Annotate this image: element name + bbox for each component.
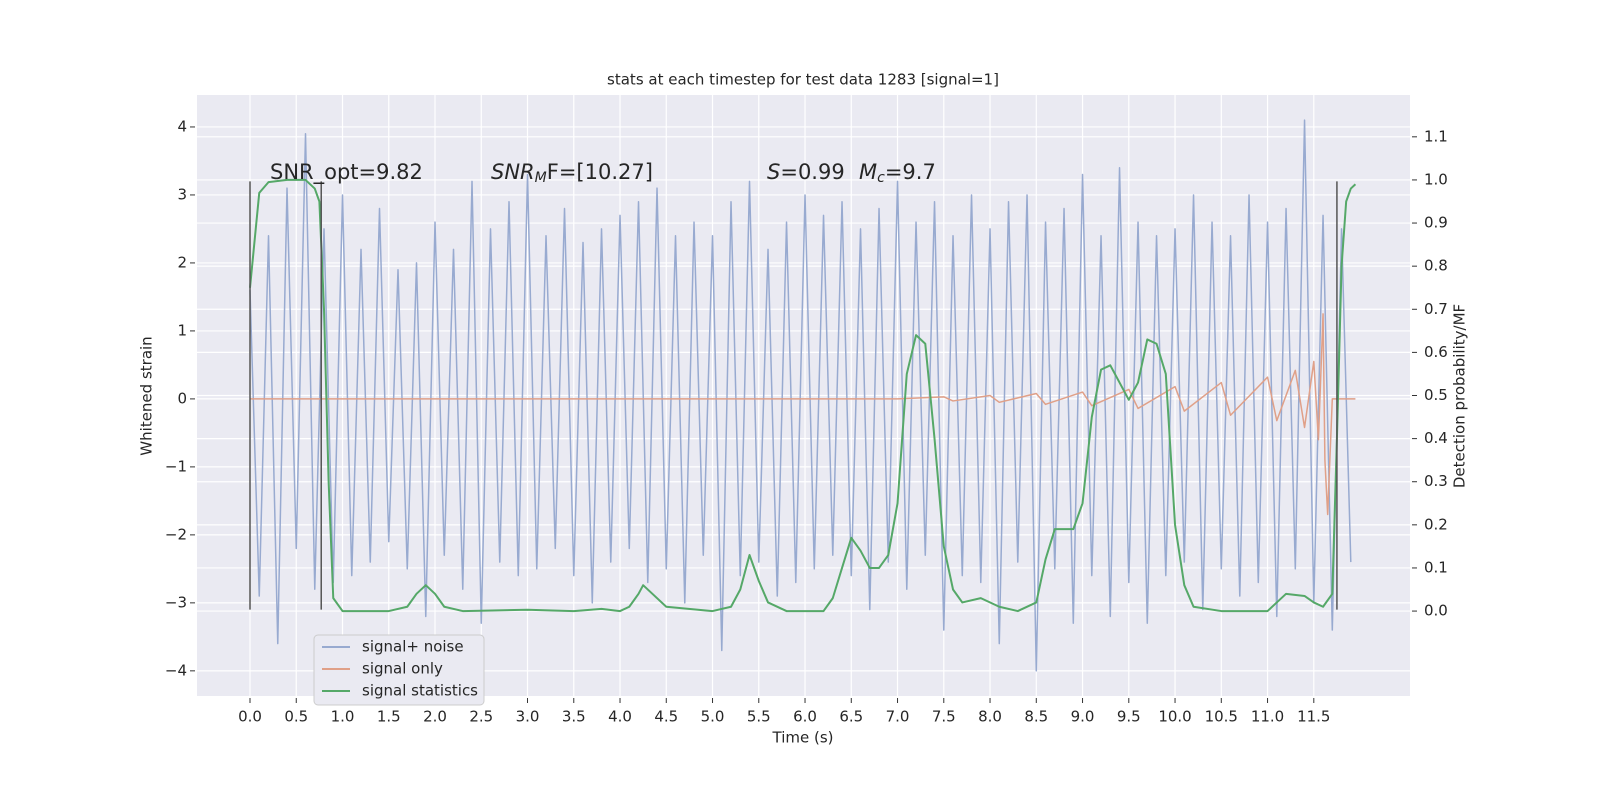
series-line <box>249 178 1357 613</box>
y2-tick-label: 0.6 <box>1424 343 1448 361</box>
y2-tick-label: 0.3 <box>1424 472 1448 490</box>
annotation-part: M <box>859 160 877 184</box>
y-tick-label: 2 <box>177 253 187 271</box>
legend-label: signal statistics <box>362 682 478 700</box>
y2-tick-label: 0.0 <box>1424 602 1448 620</box>
annotation: SNR_opt=9.82 <box>270 160 423 185</box>
legend-label: signal+ noise <box>362 638 464 656</box>
annotation: SNRMF=[10.27] <box>491 160 653 186</box>
x-tick-label: 0.0 <box>238 708 262 726</box>
y2-tick-label: 0.5 <box>1424 386 1448 404</box>
x-tick-label: 6.5 <box>839 708 863 726</box>
legend-box <box>313 634 485 706</box>
annotation-part: SNR <box>491 160 535 184</box>
x-tick-label: 2.5 <box>469 708 493 726</box>
x-tick-label: 1.0 <box>331 708 355 726</box>
annotation: Mc=9.7 <box>859 160 936 186</box>
y2-tick-label: 1.0 <box>1424 170 1448 188</box>
series-line <box>250 313 1356 516</box>
y2-tick-label: 0.8 <box>1424 257 1448 275</box>
y2-tick-label: 0.7 <box>1424 300 1448 318</box>
x-tick-label: 8.5 <box>1024 708 1048 726</box>
annotation-part: M <box>535 170 547 186</box>
x-tick-label: 7.5 <box>932 708 956 726</box>
annotation-part: F=[10.27] <box>547 160 653 184</box>
x-tick-label: 1.5 <box>377 708 401 726</box>
y2-tick-label: 0.1 <box>1424 558 1448 576</box>
x-tick-label: 3.5 <box>562 708 586 726</box>
y2-tick-label: 0.4 <box>1424 429 1448 447</box>
y2-tick-label: 0.2 <box>1424 515 1448 533</box>
x-tick-label: 9.5 <box>1117 708 1141 726</box>
y-tick-label: −1 <box>165 457 187 475</box>
annotation-part: =0.99 <box>780 160 844 184</box>
x-tick-label: 2.0 <box>423 708 447 726</box>
x-tick-label: 4.5 <box>654 708 678 726</box>
x-tick-label: 11.5 <box>1297 708 1330 726</box>
series-line <box>249 119 1352 672</box>
y-tick-label: −2 <box>165 525 187 543</box>
x-tick-label: 11.0 <box>1251 708 1284 726</box>
x-axis-label: Time (s) <box>772 729 834 747</box>
chart-title: stats at each timestep for test data 128… <box>607 71 999 89</box>
y-tick-label: 1 <box>177 321 187 339</box>
x-tick-label: 10.0 <box>1158 708 1191 726</box>
y-tick-label: 4 <box>177 117 187 135</box>
x-tick-label: 8.0 <box>978 708 1002 726</box>
y2-tick-label: 1.1 <box>1424 127 1448 145</box>
x-tick-label: 4.0 <box>608 708 632 726</box>
y-tick-label: −3 <box>165 593 187 611</box>
x-tick-label: 5.5 <box>747 708 771 726</box>
annotation: S=0.99 <box>767 160 845 184</box>
y-tick-label: 0 <box>177 389 187 407</box>
legend: signal+ noise signal only signal statistic… <box>313 634 485 706</box>
y2-tick-label: 0.9 <box>1424 214 1448 232</box>
annotation-part: c <box>877 170 885 186</box>
x-tick-label: 5.0 <box>701 708 725 726</box>
y2-axis-label: Detection probability/MF <box>1451 304 1469 488</box>
legend-label: signal only <box>362 660 443 678</box>
x-tick-label: 9.0 <box>1071 708 1095 726</box>
x-tick-label: 7.0 <box>886 708 910 726</box>
annotation-part: SNR_opt=9.82 <box>270 160 423 185</box>
x-tick-label: 10.5 <box>1205 708 1238 726</box>
x-tick-label: 6.0 <box>793 708 817 726</box>
y-tick-label: −4 <box>165 661 187 679</box>
y-tick-label: 3 <box>177 185 187 203</box>
annotation-part: =9.7 <box>885 160 936 184</box>
annotation-part: S <box>767 160 780 184</box>
y-axis-label: Whitened strain <box>138 336 156 455</box>
x-tick-label: 3.0 <box>516 708 540 726</box>
x-tick-label: 0.5 <box>284 708 308 726</box>
